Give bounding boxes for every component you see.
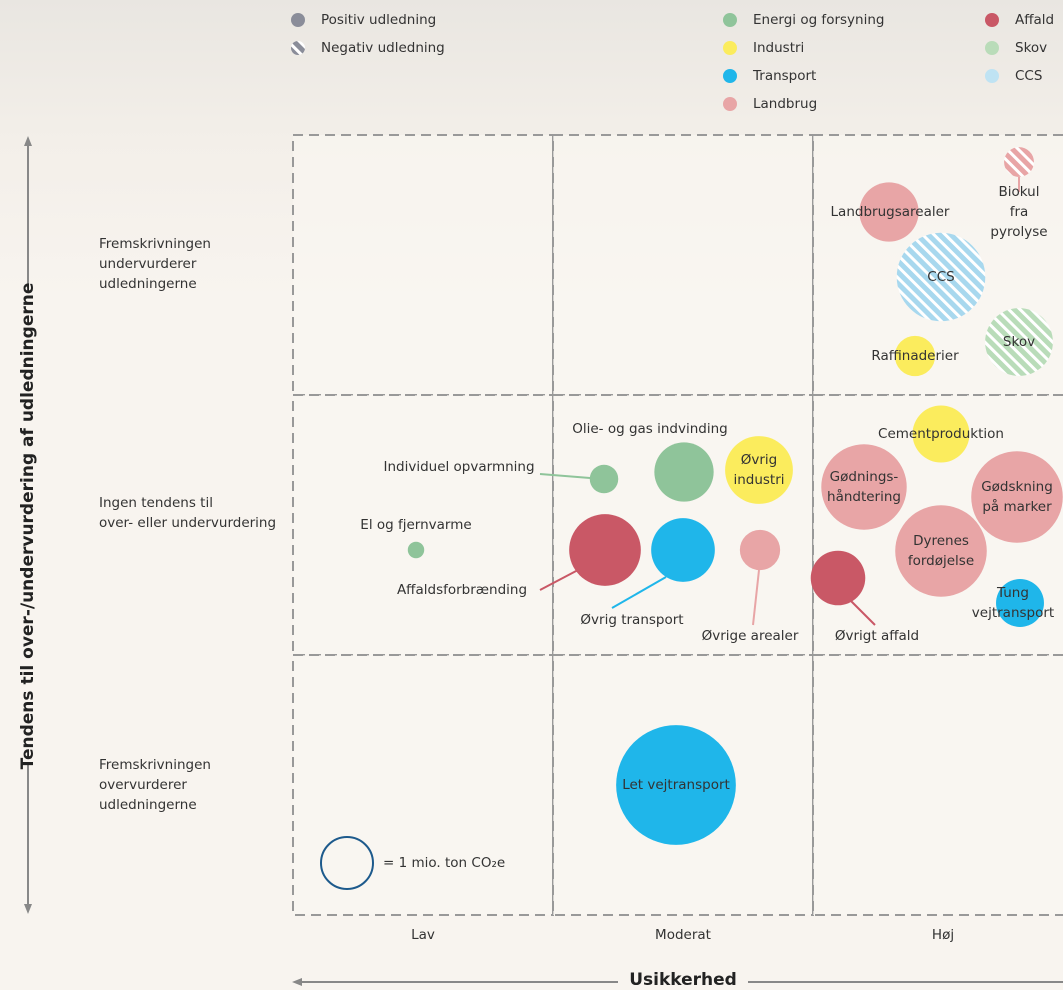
bubble-label: Gødnings- håndtering (827, 469, 901, 505)
arrow-head (24, 136, 32, 146)
bubble (651, 518, 715, 582)
bubble-label: Skov (1002, 334, 1036, 350)
grid-cell (292, 134, 554, 396)
bubble (912, 405, 970, 463)
bubble (589, 464, 619, 494)
bubble (996, 579, 1044, 627)
legend-label: Industri (753, 40, 805, 56)
x-category-label: Høj (931, 927, 955, 943)
legend-swatch (291, 13, 305, 27)
size-reference (320, 836, 374, 890)
bubble-label: Let vejtransport (622, 777, 730, 793)
grid-cell (552, 134, 814, 396)
y-category-label: Fremskrivningen overvurderer udledninger… (99, 757, 211, 813)
bubble (1004, 147, 1034, 177)
legend-swatch (723, 41, 737, 55)
bubble-label: Øvrigt affald (834, 628, 920, 644)
x-category-label: Lav (411, 927, 435, 943)
bubble-label: Cementproduktion (878, 426, 1004, 442)
bubble (407, 541, 425, 559)
y-axis-title: Tendens til over-/undervurdering af udle… (18, 282, 38, 770)
legend-swatch (723, 13, 737, 27)
bubble-label: Øvrig transport (580, 612, 684, 628)
legend-swatch (985, 41, 999, 55)
bubble (971, 451, 1063, 543)
size-reference-label: = 1 mio. ton CO₂e (383, 855, 506, 871)
leader-line (539, 569, 579, 591)
legend-swatch (985, 13, 999, 27)
grid-cell (292, 654, 554, 916)
x-axis-title: Usikkerhed (629, 970, 737, 990)
bubble-label: Gødskning på marker (981, 479, 1053, 515)
arrow-head (24, 904, 32, 914)
bubble (569, 514, 641, 586)
legend-label: Landbrug (753, 96, 818, 112)
bubble-label: CCS (927, 269, 955, 285)
grid-cell (812, 654, 1063, 916)
bubble (654, 442, 714, 502)
y-category-label: Ingen tendens til over- eller undervurde… (99, 495, 277, 531)
legend-swatch (985, 69, 999, 83)
bubble (895, 505, 987, 597)
legend-swatch (723, 97, 737, 111)
leader-line (752, 569, 760, 626)
legend-label: CCS (1015, 68, 1043, 84)
bubble-label: Individuel opvarmning (383, 459, 535, 475)
x-category-label: Moderat (655, 927, 711, 943)
bubble (725, 436, 793, 504)
bubble-label: Raffinaderier (871, 348, 959, 364)
bubble-label: Tung vejtransport (971, 585, 1055, 621)
legend-label: Energi og forsyning (753, 12, 885, 28)
legend-label: Negativ udledning (321, 40, 445, 56)
legend-label: Transport (753, 68, 817, 84)
bubble-label: Øvrig industri (733, 452, 785, 488)
leader-line (847, 597, 876, 626)
leader-line (539, 473, 591, 479)
legend-label: Affald (1015, 12, 1055, 28)
legend-swatch (291, 41, 305, 55)
y-category-label: Fremskrivningen undervurderer udledninge… (99, 236, 211, 292)
grid-cell (292, 394, 554, 656)
bubble-label: Olie- og gas indvinding (572, 421, 728, 437)
bubble-label: Affaldsforbrænding (396, 582, 528, 598)
legend-swatch (723, 69, 737, 83)
bubble (985, 308, 1053, 376)
bubble-label: Landbrugsarealer (830, 204, 950, 220)
bubble (810, 550, 866, 606)
bubble-label: El og fjernvarme (360, 517, 472, 533)
legend-label: Skov (1015, 40, 1048, 56)
bubble-label: Øvrige arealer (701, 628, 799, 644)
bubble (859, 182, 919, 242)
bubble-label: Dyrenes fordøjelse (907, 533, 975, 569)
bubble (616, 725, 736, 845)
bubble-label: Biokul fra pyrolyse (990, 184, 1048, 240)
arrow-head (292, 978, 302, 986)
bubble (821, 444, 907, 530)
legend-label: Positiv udledning (321, 12, 437, 28)
bubble (894, 335, 936, 377)
leader-line (611, 576, 667, 609)
bubble (896, 232, 986, 322)
bubble (739, 529, 781, 571)
